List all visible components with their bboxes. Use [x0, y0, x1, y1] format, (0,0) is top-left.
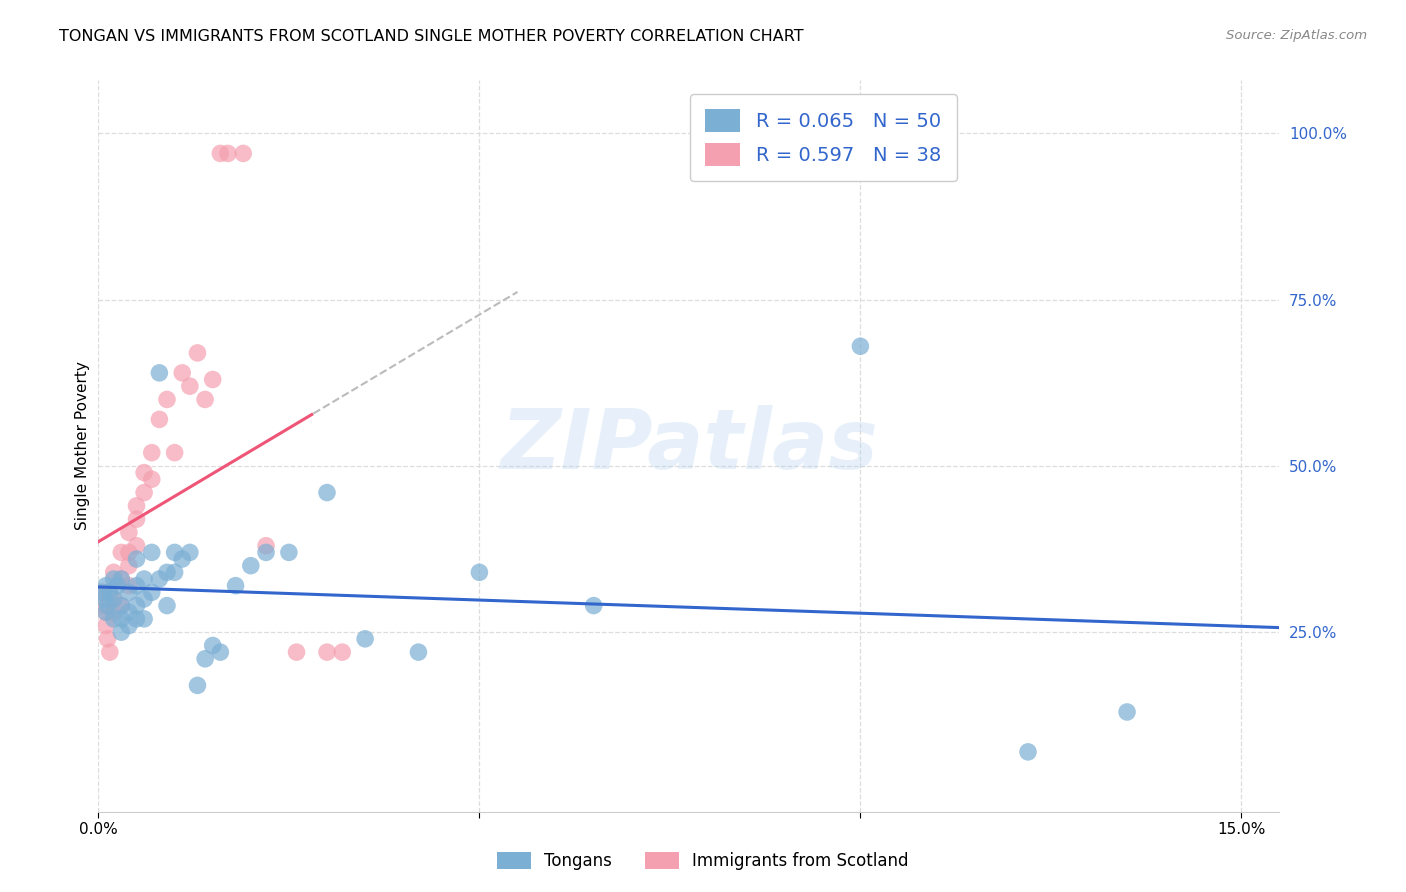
Point: [94, 579, 117, 593]
Text: Source: ZipAtlas.com: Source: ZipAtlas.com: [1226, 29, 1367, 42]
Point: [163, 445, 186, 459]
Point: [186, 346, 208, 360]
Point: [163, 566, 186, 580]
Point: [330, 645, 353, 659]
Legend: R = 0.065   N = 50, R = 0.597   N = 38: R = 0.065 N = 50, R = 0.597 N = 38: [690, 94, 956, 181]
Point: [156, 392, 179, 407]
Point: [110, 599, 132, 613]
Text: ZIPatlas: ZIPatlas: [501, 406, 877, 486]
Point: [316, 645, 339, 659]
Point: [148, 366, 170, 380]
Point: [217, 146, 239, 161]
Point: [110, 612, 132, 626]
Point: [134, 485, 156, 500]
Point: [103, 566, 125, 580]
Point: [239, 558, 262, 573]
Point: [141, 585, 163, 599]
Point: [209, 645, 232, 659]
Point: [94, 605, 117, 619]
Point: [118, 605, 141, 619]
Point: [97, 632, 120, 646]
Point: [254, 545, 277, 559]
Point: [125, 599, 148, 613]
Point: [110, 572, 132, 586]
Point: [93, 591, 115, 606]
Point: [91, 585, 114, 599]
Point: [148, 572, 170, 586]
Point: [316, 485, 339, 500]
Point: [134, 466, 156, 480]
Point: [125, 512, 148, 526]
Point: [134, 612, 156, 626]
Y-axis label: Single Mother Poverty: Single Mother Poverty: [75, 361, 90, 531]
Point: [125, 552, 148, 566]
Point: [225, 579, 247, 593]
Point: [125, 612, 148, 626]
Point: [118, 579, 141, 593]
Point: [125, 539, 148, 553]
Point: [468, 566, 491, 580]
Point: [94, 605, 117, 619]
Point: [110, 599, 132, 613]
Legend: Tongans, Immigrants from Scotland: Tongans, Immigrants from Scotland: [491, 845, 915, 877]
Point: [179, 379, 201, 393]
Point: [118, 585, 141, 599]
Point: [118, 545, 141, 559]
Point: [110, 572, 132, 586]
Point: [103, 572, 125, 586]
Text: TONGAN VS IMMIGRANTS FROM SCOTLAND SINGLE MOTHER POVERTY CORRELATION CHART: TONGAN VS IMMIGRANTS FROM SCOTLAND SINGL…: [59, 29, 804, 44]
Point: [1017, 745, 1039, 759]
Point: [148, 412, 170, 426]
Point: [209, 146, 232, 161]
Point: [141, 472, 163, 486]
Point: [98, 585, 121, 599]
Point: [91, 585, 114, 599]
Point: [849, 339, 872, 353]
Point: [201, 372, 224, 386]
Point: [134, 591, 156, 606]
Point: [172, 366, 194, 380]
Point: [94, 618, 117, 632]
Point: [163, 545, 186, 559]
Point: [277, 545, 299, 559]
Point: [125, 499, 148, 513]
Point: [103, 591, 125, 606]
Point: [125, 579, 148, 593]
Point: [110, 545, 132, 559]
Point: [156, 599, 179, 613]
Point: [201, 639, 224, 653]
Point: [118, 558, 141, 573]
Point: [285, 645, 308, 659]
Point: [408, 645, 430, 659]
Point: [107, 579, 129, 593]
Point: [103, 605, 125, 619]
Point: [232, 146, 254, 161]
Point: [103, 612, 125, 626]
Point: [254, 539, 277, 553]
Point: [354, 632, 377, 646]
Point: [97, 599, 120, 613]
Point: [141, 545, 163, 559]
Point: [98, 645, 121, 659]
Point: [118, 525, 141, 540]
Point: [194, 392, 217, 407]
Point: [582, 599, 605, 613]
Point: [134, 572, 156, 586]
Point: [103, 591, 125, 606]
Point: [118, 618, 141, 632]
Point: [172, 552, 194, 566]
Point: [179, 545, 201, 559]
Point: [93, 599, 115, 613]
Point: [110, 625, 132, 640]
Point: [1116, 705, 1139, 719]
Point: [186, 678, 208, 692]
Point: [156, 566, 179, 580]
Point: [141, 445, 163, 459]
Point: [194, 652, 217, 666]
